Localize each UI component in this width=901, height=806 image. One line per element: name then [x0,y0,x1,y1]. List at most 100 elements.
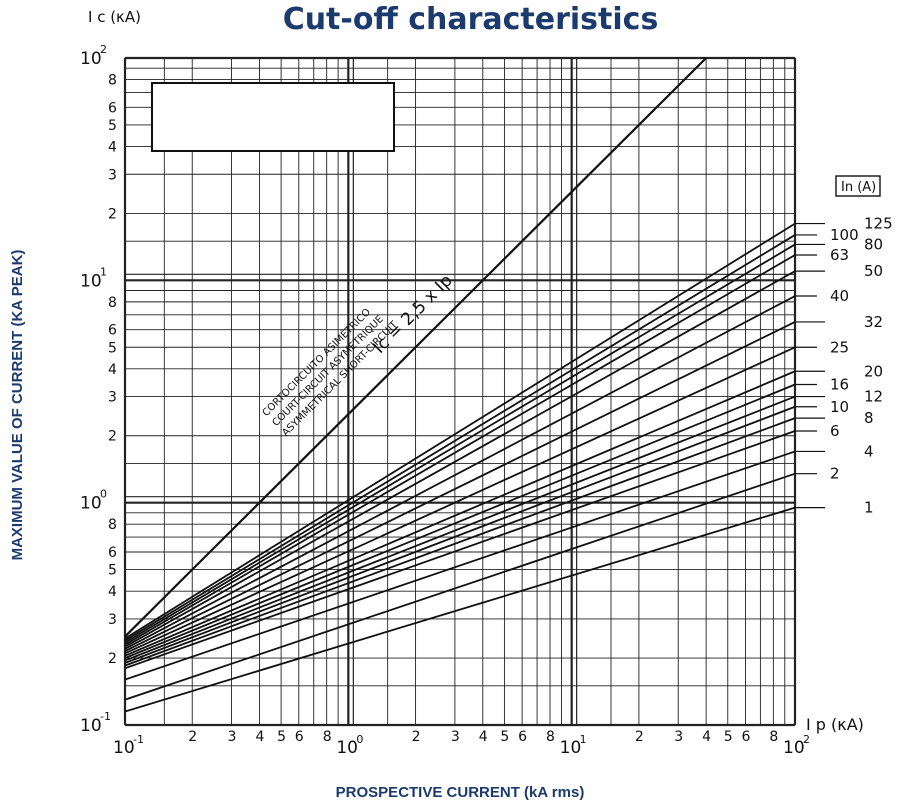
x-minor-tick-label: 4 [479,729,488,745]
asymmetric-caption-line: COURT-CIRCUIT ASYMETRIQUE [270,314,385,429]
y-minor-tick-label: 6 [108,323,117,339]
y-minor-tick-label: 4 [108,584,117,600]
curve-line-6 [124,430,796,670]
y-minor-tick-label: 2 [108,206,117,222]
curve-label-125: 125 [864,215,893,233]
y-major-tick-exponent: -1 [100,710,111,723]
asymmetric-line [124,57,707,638]
curve-label-12: 12 [864,388,883,406]
x-major-tick-label: 10 [560,738,582,758]
y-unit-label: I c (κA) [88,8,141,26]
y-minor-tick-label: 5 [108,340,117,356]
x-axis-title: PROSPECTIVE CURRENT (kA rms) [336,784,585,801]
x-major-tick-exponent: -1 [133,733,144,746]
y-major-tick-label: 10 [80,271,102,291]
curve-label-10: 10 [830,398,849,416]
y-major-tick-label: 10 [80,716,102,736]
curve-line-12 [124,395,796,662]
y-minor-tick-label: 4 [108,139,117,155]
curves [124,57,825,713]
x-unit-label: I p (κA) [806,715,864,734]
curve-label-20: 20 [864,362,883,380]
curve-label-25: 25 [830,338,849,356]
y-minor-tick-label: 6 [108,100,117,116]
legend-title: In (A) [841,180,876,195]
y-major-tick-exponent: 1 [100,265,107,278]
curve-line-100 [124,234,796,642]
curve-line-4 [124,450,796,681]
x-minor-tick-label: 5 [500,729,509,745]
curve-line-50 [124,270,796,648]
curve-label-50: 50 [864,262,883,280]
curve-label-63: 63 [830,246,849,264]
curve-label-4: 4 [864,442,874,460]
y-axis-title: MAXIMUM VALUE OF CURRENT (KA PEAK) [9,250,26,561]
curve-label-80: 80 [864,235,883,253]
y-minor-tick-label: 3 [108,167,117,183]
curve-line-40 [124,295,796,650]
grid [123,56,797,727]
x-major-tick-label: 10 [113,738,135,758]
x-major-tick-label: 10 [783,738,805,758]
x-minor-tick-label: 2 [188,729,197,745]
y-major-tick-label: 10 [80,49,102,69]
legend-title-box [835,175,881,197]
x-major-tick-exponent: 2 [803,733,810,746]
y-minor-tick-label: 4 [108,362,117,378]
x-minor-tick-label: 3 [451,729,460,745]
curve-label-2: 2 [830,465,840,483]
curve-label-16: 16 [830,376,849,394]
x-minor-tick-label: 8 [769,729,778,745]
curve-label-100: 100 [830,226,859,244]
x-minor-tick-label: 5 [724,729,733,745]
x-minor-tick-label: 2 [635,729,644,745]
x-minor-tick-label: 3 [674,729,683,745]
curve-line-25 [124,346,796,655]
curve-line-10 [124,405,796,664]
curve-line-63 [124,254,796,646]
x-minor-tick-label: 4 [702,729,711,745]
x-minor-tick-label: 3 [228,729,237,745]
y-major-tick-exponent: 2 [100,43,107,56]
curve-line-2 [124,472,796,701]
y-minor-tick-label: 5 [108,118,117,134]
x-minor-tick-label: 4 [255,729,264,745]
y-minor-tick-label: 8 [108,73,117,89]
chart-title: Cut-off characteristics [282,2,659,37]
curve-line-20 [124,370,796,657]
x-minor-tick-label: 2 [412,729,421,745]
curve-line-125 [124,222,796,640]
y-major-tick-exponent: 0 [100,488,107,501]
x-major-tick-exponent: 1 [580,733,587,746]
curve-label-32: 32 [864,313,883,331]
y-minor-tick-label: 3 [108,612,117,628]
x-minor-tick-label: 6 [741,729,750,745]
x-major-tick-exponent: 0 [356,733,363,746]
x-minor-tick-label: 8 [323,729,332,745]
x-minor-tick-label: 8 [546,729,555,745]
curve-label-40: 40 [830,287,849,305]
curve-line-16 [124,383,796,659]
x-minor-tick-label: 6 [295,729,304,745]
empty-label-box [151,82,395,152]
y-major-tick-label: 10 [80,494,102,514]
curve-label-6: 6 [830,422,840,440]
y-minor-tick-label: 6 [108,545,117,561]
curve-label-1: 1 [864,499,874,517]
y-minor-tick-label: 2 [108,429,117,445]
curve-line-32 [124,321,796,652]
x-minor-tick-label: 5 [277,729,286,745]
y-minor-tick-label: 8 [108,295,117,311]
x-major-tick-label: 10 [336,738,358,758]
curve-line-1 [124,506,796,713]
curve-line-8 [124,417,796,667]
x-minor-tick-label: 6 [518,729,527,745]
y-minor-tick-label: 8 [108,517,117,533]
curve-line-80 [124,243,796,644]
curve-label-8: 8 [864,409,874,427]
y-minor-tick-label: 5 [108,563,117,579]
asymmetric-line-label: Ic = 2,5 x Ip [370,271,457,358]
y-minor-tick-label: 2 [108,651,117,667]
y-minor-tick-label: 3 [108,390,117,406]
